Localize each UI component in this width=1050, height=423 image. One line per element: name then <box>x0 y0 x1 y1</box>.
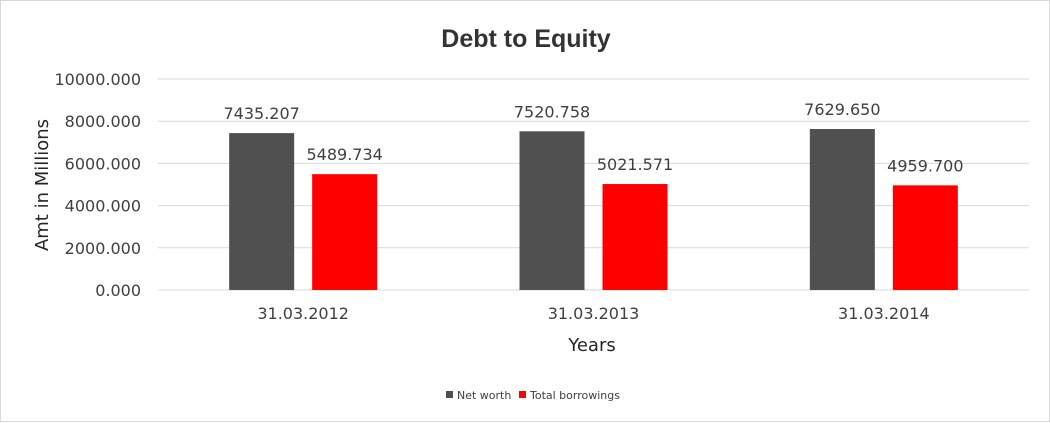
x-axis-title: Years <box>567 335 616 356</box>
bar-total-borrowings <box>312 174 378 290</box>
gridlines <box>158 78 1029 291</box>
data-label: 4959.700 <box>887 156 963 175</box>
data-label: 7520.758 <box>514 102 590 121</box>
y-axis-title: Amt in Millions <box>32 119 53 251</box>
x-tick-label: 31.03.2014 <box>838 304 930 323</box>
y-axis-ticks: 0.000 2000.000 4000.000 6000.000 8000.000 100… <box>54 70 141 300</box>
data-label: 5489.734 <box>306 145 382 164</box>
data-label: 7629.650 <box>804 100 880 119</box>
x-axis-ticks: 31.03.2012 31.03.2013 31.03.2014 <box>257 304 929 323</box>
y-tick-label: 6000.000 <box>65 154 141 173</box>
bar-net-worth <box>809 129 875 290</box>
legend-swatch <box>446 391 453 398</box>
y-tick-label: 4000.000 <box>65 197 141 216</box>
bars: 7435.207 5489.734 7520.758 5021.571 7629.650… <box>223 100 964 290</box>
x-tick-label: 31.03.2012 <box>257 304 349 323</box>
bar-net-worth <box>519 131 585 290</box>
legend-label: Total borrowings <box>529 389 620 402</box>
legend-label: Net worth <box>457 389 511 402</box>
bar-total-borrowings <box>892 185 958 290</box>
legend-swatch <box>519 391 526 398</box>
bar-total-borrowings <box>602 184 668 290</box>
x-tick-label: 31.03.2013 <box>548 304 640 323</box>
data-label: 7435.207 <box>223 104 299 123</box>
bar-net-worth <box>229 133 295 290</box>
y-tick-label: 0.000 <box>95 281 141 300</box>
y-tick-label: 10000.000 <box>54 70 141 89</box>
legend: Net worth Total borrowings <box>446 389 620 402</box>
chart-title: Debt to Equity <box>441 25 611 53</box>
y-tick-label: 8000.000 <box>65 112 141 131</box>
data-label: 5021.571 <box>597 155 673 174</box>
y-tick-label: 2000.000 <box>65 239 141 258</box>
